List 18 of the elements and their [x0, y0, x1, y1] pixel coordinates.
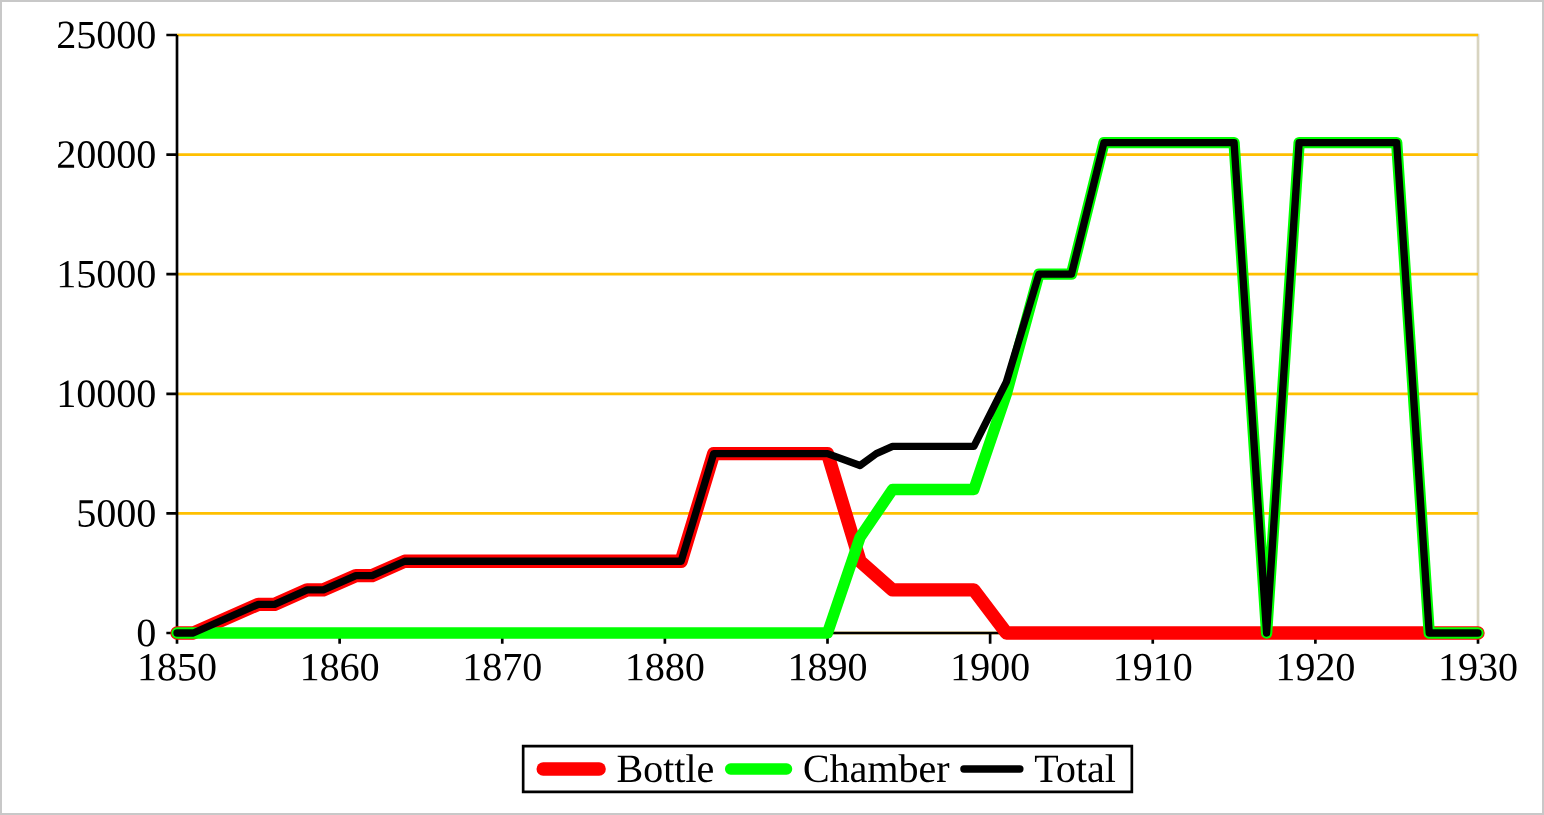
x-tick-label: 1920 — [1278, 653, 1354, 681]
y-tick-label: 20000 — [58, 141, 155, 169]
legend-label: Bottle — [617, 754, 713, 783]
x-tick-label: 1850 — [140, 653, 216, 681]
legend-label: Total — [1034, 754, 1116, 783]
x-tick-label: 1930 — [1441, 653, 1517, 681]
y-tick-label: 25000 — [58, 21, 155, 49]
x-tick-label: 1890 — [791, 653, 866, 681]
y-tick-label: 15000 — [59, 260, 155, 288]
x-tick-label: 1900 — [953, 653, 1029, 681]
x-tick-label: 1870 — [465, 653, 541, 681]
legend-label: Chamber — [804, 754, 950, 783]
y-tick-label: 10000 — [59, 380, 155, 408]
y-tick-label: 0 — [137, 619, 155, 647]
x-tick-label: 1880 — [628, 653, 704, 681]
x-tick-label: 1910 — [1116, 653, 1192, 681]
y-tick-label: 5000 — [78, 499, 155, 527]
x-tick-label: 1860 — [303, 653, 379, 681]
